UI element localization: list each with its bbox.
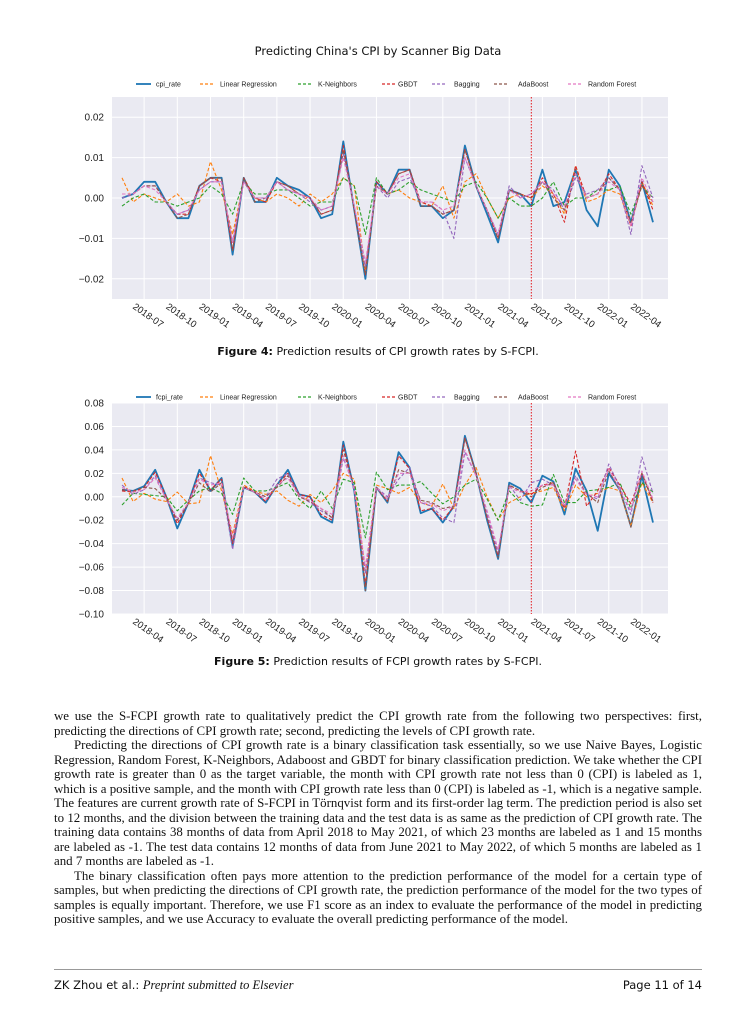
- paragraph: The binary classification often pays mor…: [54, 868, 702, 927]
- y-tick-label: −0.08: [79, 586, 105, 597]
- series-line-random-forest: [121, 449, 654, 568]
- x-tick-label: 2021-10: [562, 301, 597, 330]
- x-tick-label: 2019-10: [296, 301, 331, 330]
- series-line-k-neighbors: [121, 471, 654, 539]
- paragraph: we use the S-FCPI growth rate to qualita…: [54, 709, 702, 738]
- y-tick-label: −0.02: [79, 274, 105, 285]
- x-tick-label: 2018-04: [130, 616, 165, 645]
- x-tick-label: 2019-04: [230, 301, 265, 330]
- y-tick-label: −0.06: [79, 563, 105, 574]
- x-tick-label: 2019-01: [230, 616, 265, 645]
- legend-label: fcpi_rate: [156, 395, 183, 402]
- legend-label: GBDT: [398, 82, 418, 89]
- legend-label: K-Neighbors: [318, 395, 357, 402]
- legend-label: Random Forest: [588, 82, 636, 89]
- x-tick-label: 2020-10: [462, 616, 497, 645]
- x-tick-label: 2020-01: [330, 301, 365, 330]
- y-tick-label: 0.00: [85, 492, 105, 503]
- legend-label: Bagging: [454, 82, 480, 89]
- figure-5-fcpi-chart: 0.08 0.06 0.04 0.02 0.00 −0.02 −0.04 −0.06 −0.08…: [79, 395, 668, 645]
- body-text: we use the S-FCPI growth rate to qualita…: [54, 709, 702, 927]
- x-tick-label: 2019-01: [197, 301, 232, 330]
- legend-label: AdaBoost: [518, 395, 548, 402]
- figure-5-caption-text: Prediction results of FCPI growth rates …: [273, 655, 542, 668]
- x-tick-label: 2020-07: [429, 616, 464, 645]
- x-tick-label: 2018-07: [164, 616, 199, 645]
- legend-label: Linear Regression: [220, 395, 277, 402]
- figure-5-caption: Figure 5: Prediction results of FCPI gro…: [0, 655, 756, 668]
- x-tick-label: 2020-04: [363, 301, 398, 330]
- x-tick-label: 2020-04: [396, 616, 431, 645]
- x-tick-label: 2021-04: [495, 301, 530, 330]
- legend-label: AdaBoost: [518, 82, 548, 89]
- page-number: Page 11 of 14: [622, 978, 702, 992]
- x-tick-label: 2019-07: [296, 616, 331, 645]
- x-tick-label: 2022-01: [628, 616, 663, 645]
- footer-venue: Preprint submitted to Elsevier: [142, 978, 294, 992]
- legend-label: GBDT: [398, 395, 418, 402]
- y-tick-label: −0.10: [79, 610, 105, 621]
- x-tick-label: 2021-07: [562, 616, 597, 645]
- x-tick-label: 2018-07: [130, 301, 165, 330]
- x-tick-label: 2021-01: [462, 301, 497, 330]
- footer-authors: ZK Zhou et al.:: [54, 978, 140, 992]
- y-tick-label: −0.01: [79, 234, 105, 245]
- series-line-adaboost: [121, 437, 654, 592]
- plot-background: [112, 403, 668, 614]
- paragraph: Predicting the directions of CPI growth …: [54, 738, 702, 868]
- x-tick-label: 2018-10: [164, 301, 199, 330]
- series-line-random-forest: [122, 157, 654, 264]
- figure-5-label: Figure 5:: [214, 655, 270, 668]
- series-line-bagging: [121, 451, 654, 574]
- x-tick-label: 2020-10: [429, 301, 464, 330]
- footer-divider: [54, 969, 702, 970]
- y-tick-label: −0.02: [79, 516, 105, 527]
- figure-4-label: Figure 4:: [217, 345, 273, 358]
- legend-label: Random Forest: [588, 395, 636, 402]
- x-tick-label: 2022-04: [628, 301, 663, 330]
- x-tick-label: 2021-01: [495, 616, 530, 645]
- x-tick-label: 2021-04: [529, 616, 564, 645]
- x-tick-label: 2020-07: [396, 301, 431, 330]
- x-tick-label: 2019-10: [330, 616, 365, 645]
- y-tick-label: 0.00: [85, 194, 105, 205]
- x-tick-label: 2019-04: [263, 616, 298, 645]
- series-line-adaboost: [122, 148, 654, 276]
- legend-label: cpi_rate: [156, 82, 181, 89]
- footer-citation: ZK Zhou et al.: Preprint submitted to El…: [54, 978, 293, 993]
- y-tick-label: 0.04: [85, 445, 105, 456]
- x-tick-label: 2020-01: [363, 616, 398, 645]
- page-running-title: Predicting China's CPI by Scanner Big Da…: [254, 44, 502, 58]
- x-tick-label: 2021-07: [529, 301, 564, 330]
- x-tick-label: 2018-10: [197, 616, 232, 645]
- legend-label: Linear Regression: [220, 82, 277, 89]
- y-tick-label: 0.08: [85, 399, 105, 410]
- x-tick-label: 2022-01: [595, 301, 630, 330]
- figure-4-cpi-chart: 0.020.010.00−0.01−0.022018-072018-102019…: [79, 82, 668, 330]
- y-tick-label: 0.02: [85, 469, 105, 480]
- y-tick-label: −0.04: [79, 539, 105, 550]
- legend-label: Bagging: [454, 395, 480, 402]
- y-tick-label: 0.01: [85, 153, 105, 164]
- y-tick-label: 0.06: [85, 422, 105, 433]
- series-line-linear-regression: [121, 455, 654, 574]
- x-tick-label: 2021-10: [595, 616, 630, 645]
- figure-4-caption: Figure 4: Prediction results of CPI grow…: [0, 345, 756, 358]
- x-tick-label: 2019-07: [263, 301, 298, 330]
- figure-4-caption-text: Prediction results of CPI growth rates b…: [276, 345, 539, 358]
- legend-label: K-Neighbors: [318, 82, 357, 89]
- y-tick-label: 0.02: [85, 113, 105, 124]
- series-line-fcpi-rate: [121, 434, 654, 592]
